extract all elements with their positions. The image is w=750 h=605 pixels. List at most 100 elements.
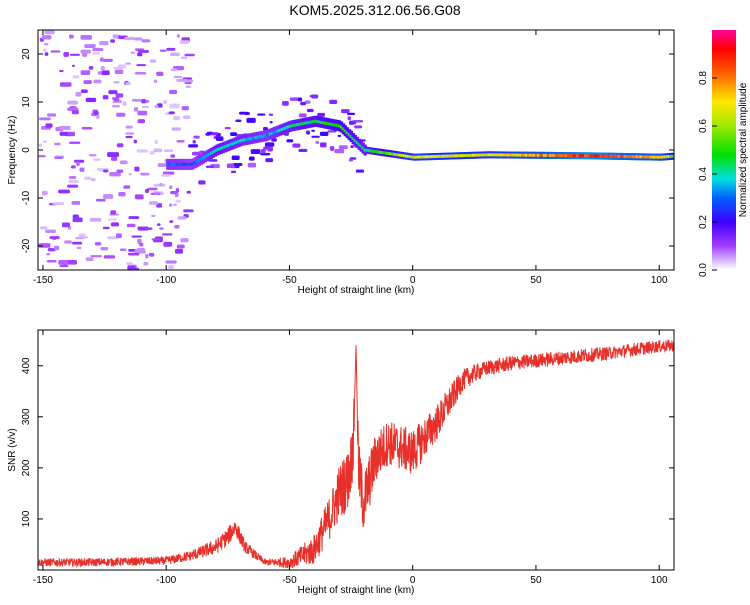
heatmap-noise-cell-53 (89, 154, 97, 157)
snr-ytick-label-3: 400 (21, 357, 32, 374)
heatmap-ridge-cell-136 (434, 154, 438, 158)
heatmap-noise-cell-88 (180, 238, 189, 243)
heatmap-ridge-cell-9 (183, 162, 188, 166)
heatmap-noise-cell-224 (174, 248, 184, 254)
heatmap-noise-cell-127 (100, 247, 109, 251)
heatmap-noise-cell-338 (353, 120, 364, 123)
heatmap-noise-cell-193 (173, 116, 181, 121)
heatmap-ridge-cell-187 (534, 153, 539, 157)
heatmap-ridge-cell-202 (564, 154, 568, 158)
snr-ylabel: SNR (v/v) (7, 428, 18, 471)
heatmap-noise-cell-275 (300, 101, 306, 106)
heatmap-ridge-cell-90 (343, 129, 348, 133)
heatmap-noise-cell-141 (71, 241, 83, 245)
heatmap-noise-cell-166 (94, 111, 99, 116)
heatmap-noise-cell-129 (163, 241, 173, 247)
heatmap-ridge-cell-213 (586, 154, 590, 158)
heatmap-ridge-cell-29 (223, 145, 227, 149)
heatmap-noise-cell-261 (250, 149, 261, 154)
heatmap-noise-cell-175 (64, 240, 72, 244)
heatmap-ridge-cell-196 (552, 153, 557, 157)
heatmap-noise-cell-134 (49, 236, 60, 240)
heatmap-ridge-cell-241 (641, 155, 645, 159)
heatmap-ridge-cell-63 (290, 124, 294, 128)
heatmap-noise-cell-221 (134, 37, 143, 41)
spectrogram-xtick-label-5: 100 (651, 275, 668, 286)
heatmap-ridge-cell-81 (325, 122, 330, 126)
heatmap-noise-cell-184 (170, 191, 178, 195)
heatmap-noise-cell-164 (137, 52, 143, 57)
heatmap-ridge-cell-84 (331, 123, 336, 127)
heatmap-ridge-cell-251 (661, 155, 665, 159)
colorbar-label: Normalized spectral amplitude (738, 82, 749, 217)
heatmap-ridge-cell-56 (276, 129, 281, 133)
heatmap-ridge-cell-1 (168, 162, 172, 166)
heatmap-noise-cell-217 (113, 80, 120, 84)
heatmap-noise-cell-72 (125, 132, 135, 135)
heatmap-ridge-cell-92 (347, 133, 352, 137)
heatmap-ridge-cell-65 (294, 123, 298, 127)
heatmap-noise-cell-49 (169, 220, 174, 223)
colorbar-tick-label-3: 0.6 (698, 119, 709, 133)
heatmap-ridge-cell-57 (278, 128, 282, 132)
heatmap-ridge-cell-127 (416, 155, 421, 159)
heatmap-ridge-cell-219 (598, 154, 602, 158)
heatmap-noise-cell-37 (115, 93, 124, 98)
heatmap-ridge-cell-67 (298, 122, 302, 126)
heatmap-ridge-cell-185 (531, 153, 535, 157)
heatmap-noise-cell-317 (188, 144, 199, 148)
heatmap-ridge-cell-171 (503, 153, 507, 157)
heatmap-noise-cell-188 (176, 244, 185, 249)
heatmap-noise-cell-174 (128, 172, 132, 176)
snr-background (38, 330, 674, 570)
snr-xtick-label-0: -150 (33, 575, 53, 586)
heatmap-ridge-cell-111 (385, 151, 389, 155)
colorbar: 0.0 0.2 0.4 0.6 0.8 Normalized spectral ampl… (698, 30, 749, 277)
heatmap-ridge-cell-175 (511, 153, 515, 157)
heatmap-noise-cell-63 (38, 243, 51, 248)
heatmap-ridge-cell-103 (369, 149, 373, 153)
heatmap-noise-cell-247 (46, 260, 57, 263)
heatmap-ridge-cell-105 (373, 149, 377, 153)
heatmap-noise-cell-24 (125, 62, 132, 65)
heatmap-noise-cell-178 (71, 64, 75, 67)
heatmap-noise-cell-60 (181, 106, 189, 111)
heatmap-ridge-cell-2 (170, 162, 174, 166)
heatmap-noise-cell-310 (205, 132, 211, 136)
heatmap-ridge-cell-22 (209, 151, 213, 155)
heatmap-noise-cell-21 (73, 159, 85, 163)
heatmap-ridge-cell-112 (387, 151, 391, 155)
heatmap-ridge-cell-49 (262, 134, 267, 138)
heatmap-ridge-cell-70 (304, 121, 308, 125)
spectrogram-xtick-label-0: -150 (33, 275, 53, 286)
heatmap-noise-cell-192 (47, 113, 57, 117)
heatmap-noise-cell-96 (156, 71, 164, 76)
heatmap-ridge-cell-203 (566, 154, 570, 158)
heatmap-noise-cell-228 (159, 182, 163, 187)
heatmap-ridge-cell-46 (256, 135, 261, 139)
heatmap-noise-cell-183 (59, 131, 69, 136)
colorbar-gradient (712, 30, 736, 270)
heatmap-ridge-cell-207 (574, 154, 578, 158)
snr-ytick-label-0: 100 (21, 510, 32, 527)
heatmap-noise-cell-85 (118, 191, 126, 197)
heatmap-ridge-cell-214 (588, 154, 592, 158)
heatmap-ridge-cell-122 (406, 154, 411, 158)
spectrogram-xtick-label-2: -50 (282, 275, 297, 286)
heatmap-ridge-cell-145 (452, 154, 456, 158)
heatmap-ridge-cell-164 (489, 153, 494, 157)
heatmap-noise-cell-158 (163, 149, 174, 153)
heatmap-ridge-cell-64 (292, 123, 296, 127)
heatmap-ridge-cell-254 (667, 155, 671, 159)
heatmap-noise-cell-278 (317, 112, 325, 117)
heatmap-ridge-cell-16 (197, 158, 202, 162)
heatmap-ridge-cell-27 (219, 146, 223, 150)
heatmap-noise-cell-168 (176, 78, 188, 82)
heatmap-noise-cell-104 (126, 223, 136, 228)
heatmap-noise-cell-66 (136, 149, 148, 153)
heatmap-noise-cell-42 (168, 203, 173, 207)
heatmap-ridge-cell-30 (225, 144, 229, 148)
heatmap-noise-cell-97 (44, 43, 49, 46)
heatmap-ridge-cell-227 (613, 154, 618, 158)
heatmap-noise-cell-250 (59, 265, 69, 268)
